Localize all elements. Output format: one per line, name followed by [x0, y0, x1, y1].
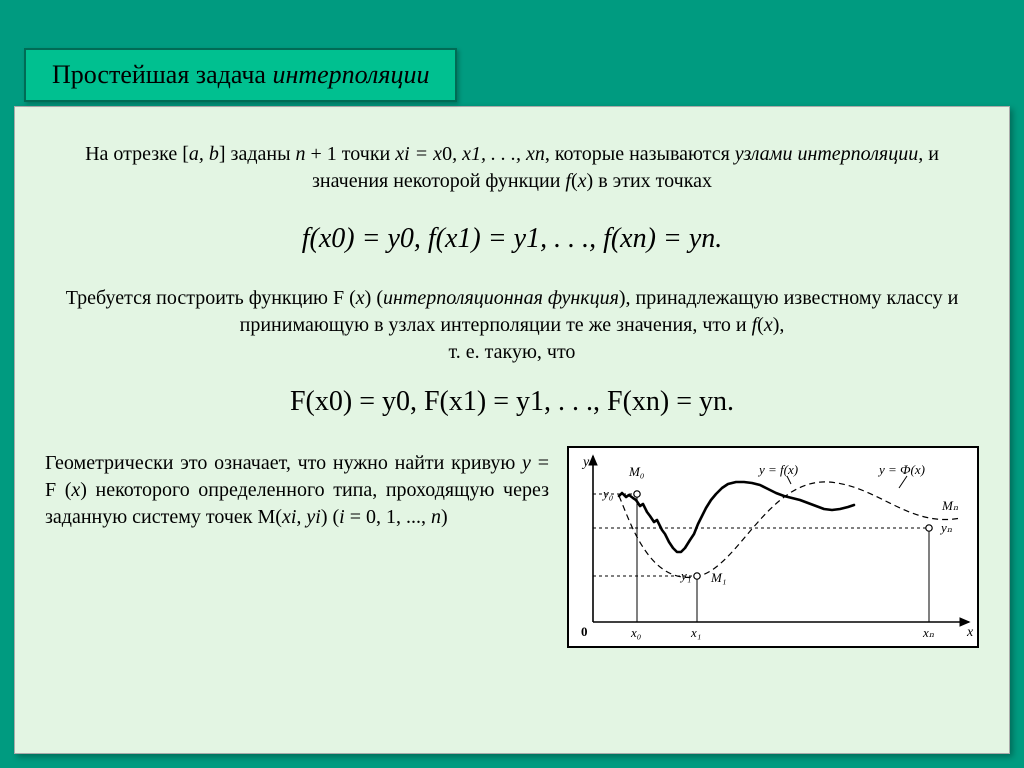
text-ital: x: [71, 479, 80, 501]
text-ital: x: [764, 314, 773, 336]
text-ital: интерполяционная функция: [383, 287, 619, 309]
text: Геометрически это означает, что нужно на…: [45, 452, 522, 474]
text-ital: узлами интерполяции,: [735, 143, 923, 165]
svg-text:x: x: [966, 625, 974, 640]
svg-text:y₁: y₁: [679, 568, 691, 583]
equation-1: f(x0) = y0, f(x1) = y1, . . ., f(xn) = y…: [45, 223, 979, 255]
title-italic: интерполяции: [272, 60, 429, 89]
text-ital: xi, yi: [282, 506, 321, 528]
text: ): [441, 506, 448, 528]
text: (: [757, 314, 764, 336]
svg-text:M₁: M₁: [710, 570, 726, 585]
bottom-row: Геометрически это означает, что нужно на…: [45, 446, 979, 648]
title-plain: Простейшая задача: [52, 60, 272, 89]
text: F(x0) = y0, F(x1) = y1, . . ., F(xn) = y…: [290, 386, 734, 417]
text: Требуется построить функцию F (: [66, 287, 356, 309]
text: ),: [773, 314, 785, 336]
text: = 0, 1, ...,: [345, 506, 431, 528]
text-ital: x: [356, 287, 365, 309]
slide-title: Простейшая задача интерполяции: [24, 48, 457, 102]
paragraph-1: На отрезке [a, b] заданы n + 1 точки xi …: [45, 141, 979, 195]
text-ital: a, b: [189, 143, 219, 165]
text: ) (: [321, 506, 339, 528]
text: На отрезке [: [85, 143, 189, 165]
equation-2: F(x0) = y0, F(x1) = y1, . . ., F(xn) = y…: [45, 386, 979, 418]
text-ital: , x: [452, 143, 471, 165]
figure-svg: 0 y x x₀ x₁ xₙ y₀ y₁ yₙ M₀ M₁ Mₙ y = f(x) y = Ф(x): [569, 448, 977, 646]
svg-text:x₀: x₀: [630, 625, 641, 640]
text-ital: 1, . . ., xn: [471, 143, 545, 165]
text: (: [571, 170, 578, 192]
svg-text:Mₙ: Mₙ: [941, 498, 959, 513]
paragraph-2: Требуется построить функцию F (x) (интер…: [45, 285, 979, 366]
svg-text:M₀: M₀: [628, 464, 644, 479]
text-ital: n: [431, 506, 441, 528]
svg-text:y₀: y₀: [601, 486, 613, 501]
svg-text:y = f(x): y = f(x): [757, 462, 798, 477]
text: + 1 точки: [306, 143, 396, 165]
content-panel: На отрезке [a, b] заданы n + 1 точки xi …: [14, 106, 1010, 754]
text: ) (: [365, 287, 383, 309]
svg-text:y: y: [581, 455, 590, 470]
svg-text:x₁: x₁: [690, 625, 701, 640]
text: ] заданы: [219, 143, 296, 165]
text: , которые называются: [545, 143, 735, 165]
text-ital: x: [578, 170, 587, 192]
text: т. е. такую, что: [449, 341, 576, 363]
text-ital: y: [522, 452, 531, 474]
svg-text:yₙ: yₙ: [939, 520, 953, 535]
paragraph-3: Геометрически это означает, что нужно на…: [45, 446, 549, 531]
text: 0: [442, 143, 452, 165]
text-ital: n: [296, 143, 306, 165]
svg-text:y = Ф(x): y = Ф(x): [877, 462, 925, 477]
interpolation-figure: 0 y x x₀ x₁ xₙ y₀ y₁ yₙ M₀ M₁ Mₙ y = f(x) y = Ф(x): [567, 446, 979, 648]
text: ) в этих точках: [587, 170, 712, 192]
svg-text:0: 0: [581, 624, 588, 639]
svg-text:xₙ: xₙ: [922, 625, 935, 640]
text-ital: xi = x: [395, 143, 442, 165]
